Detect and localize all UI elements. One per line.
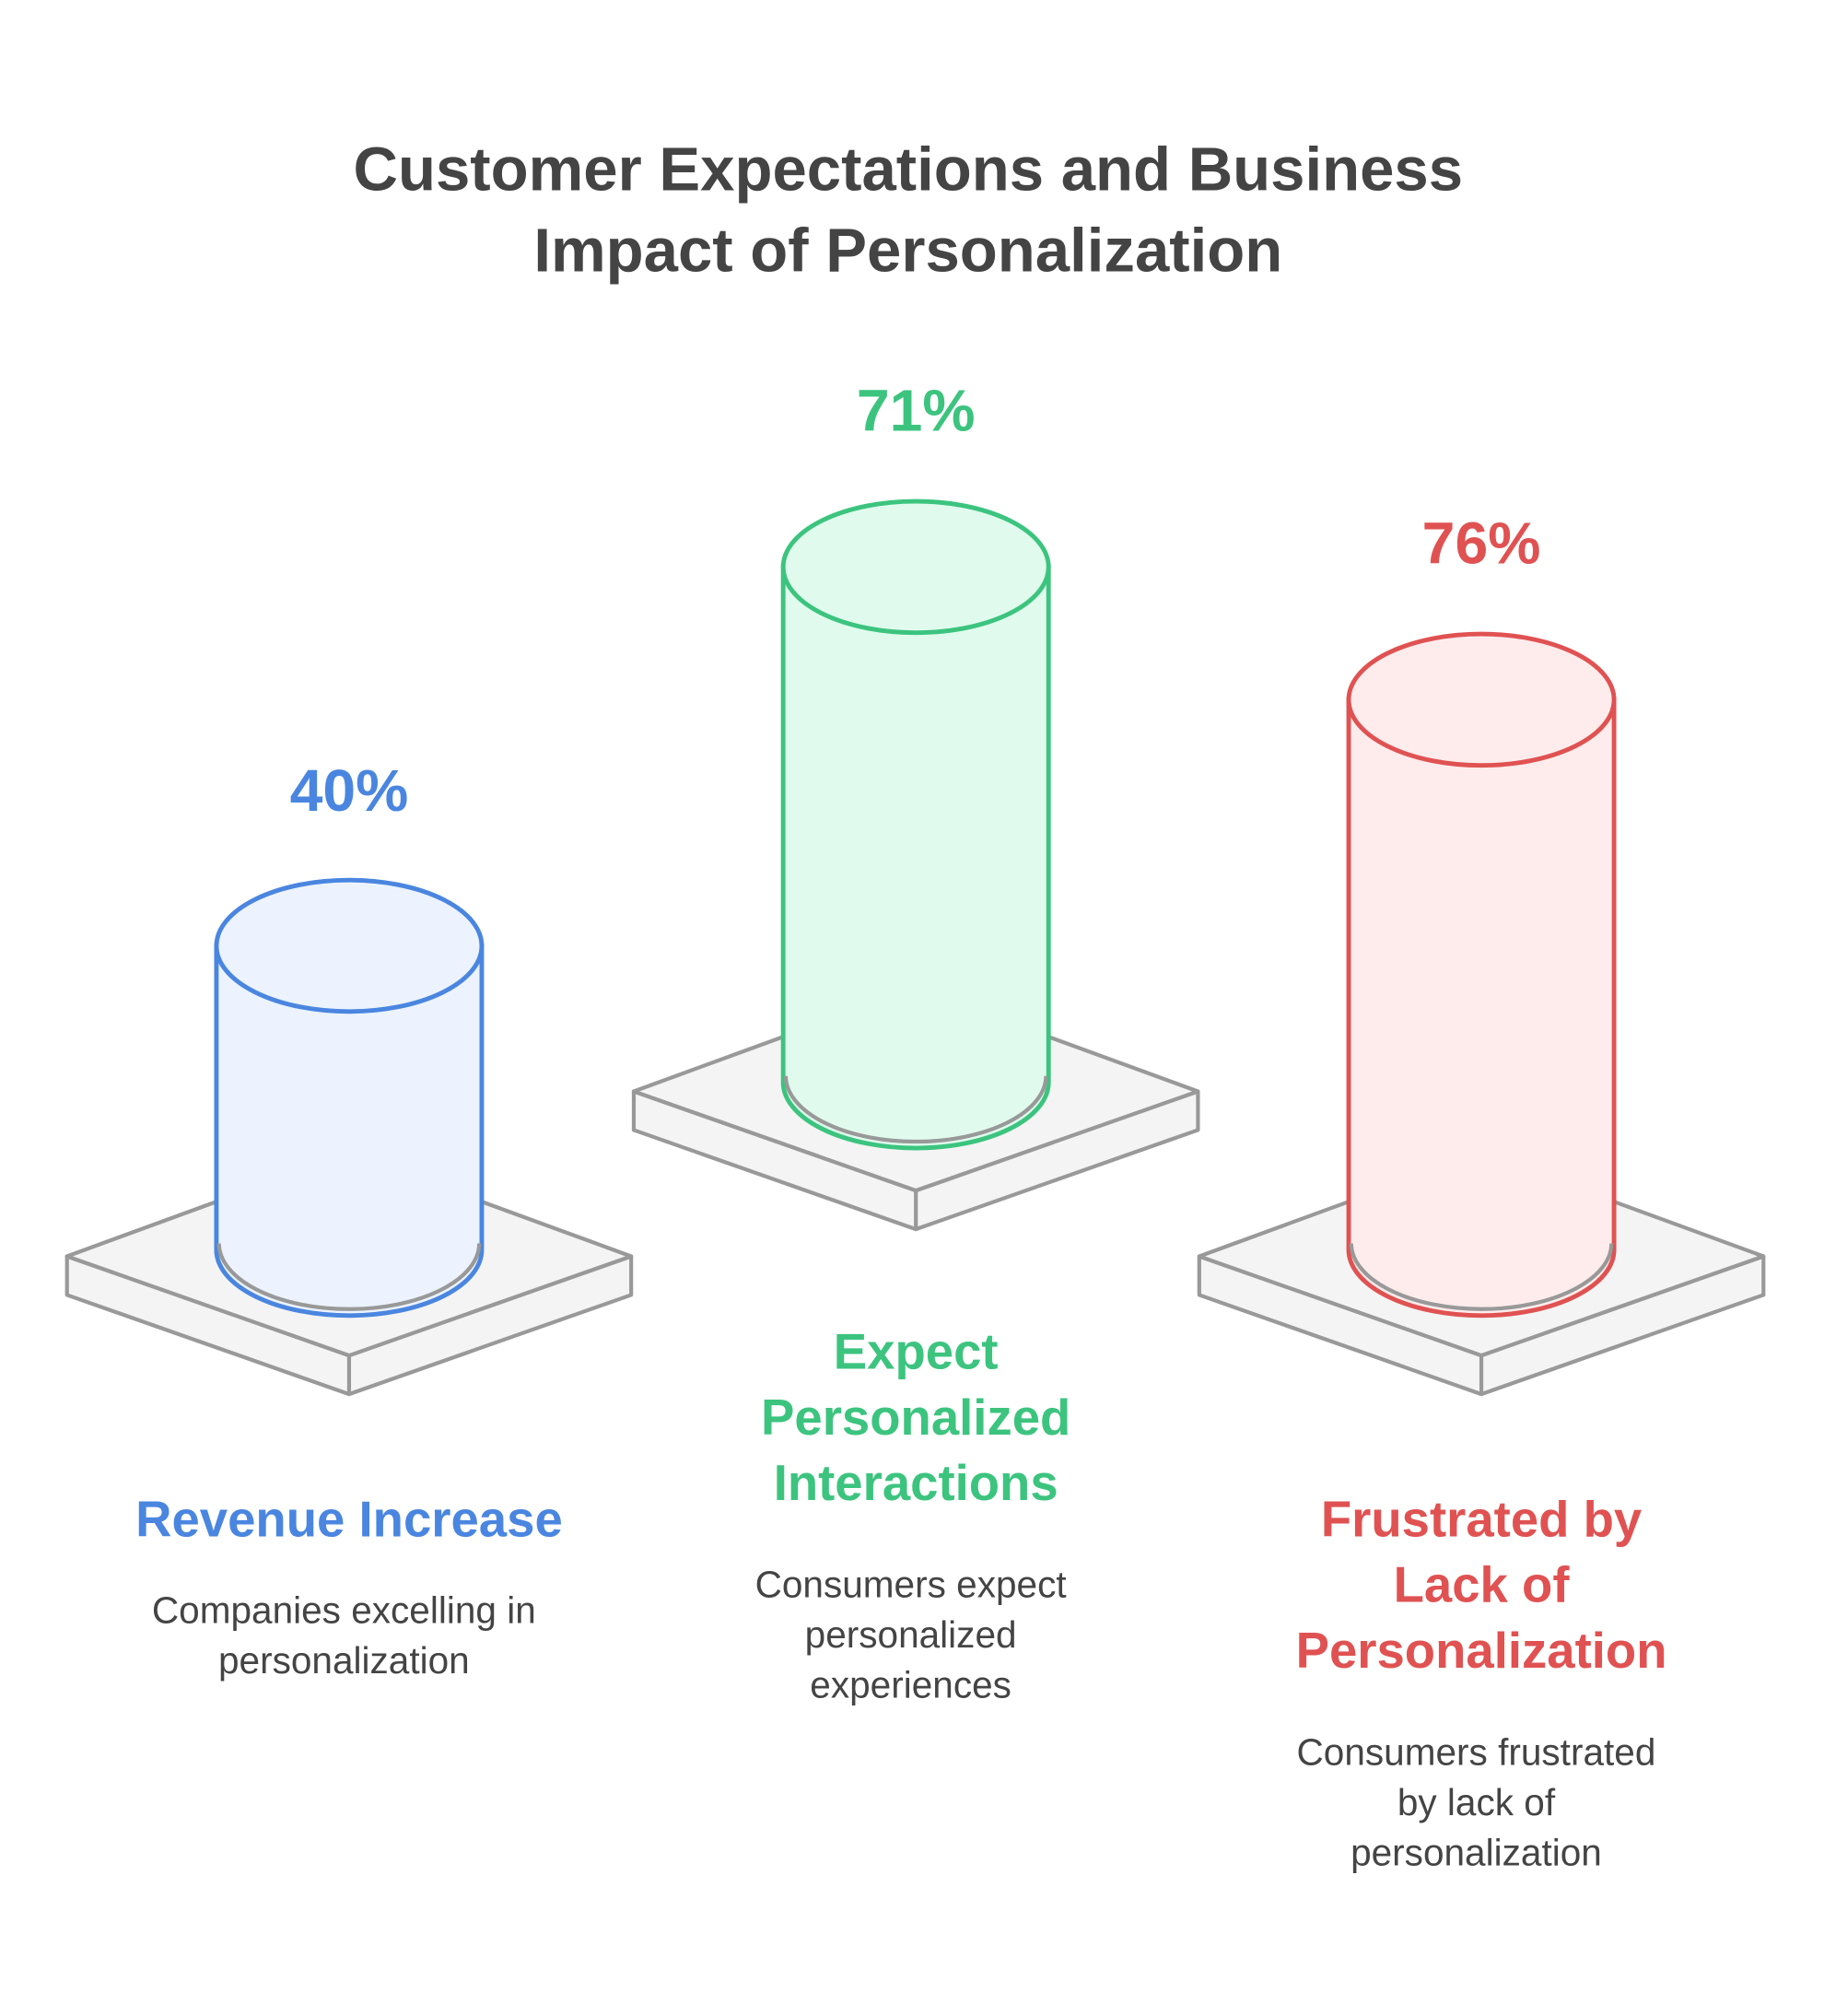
value-label: 76% xyxy=(1422,510,1541,576)
cylinder-shadow xyxy=(783,1075,1048,1144)
item-description: experiences xyxy=(810,1664,1011,1706)
item-title: Interactions xyxy=(774,1455,1058,1511)
bar-group: 76% Frustrated by Lack of Personalization Co… xyxy=(1197,510,1766,1873)
item-description: Companies excelling in xyxy=(152,1589,536,1632)
item-description: personalized xyxy=(805,1613,1017,1656)
cylinder-top xyxy=(214,877,485,1014)
value-label: 71% xyxy=(857,377,976,443)
item-description: Consumers expect xyxy=(755,1564,1067,1606)
item-description: Consumers frustrated xyxy=(1297,1730,1656,1773)
cylinder-top xyxy=(1346,631,1617,768)
title: Impact of Personalization xyxy=(533,217,1282,286)
title: Customer Expectations and Business xyxy=(354,135,1464,205)
item-title: Frustrated by xyxy=(1321,1491,1643,1547)
item-title: Expect xyxy=(834,1324,999,1380)
item-description: personalization xyxy=(218,1639,470,1682)
cylinder-body xyxy=(1346,697,1617,1319)
cylinder-shadow xyxy=(216,1243,482,1311)
cylinder-body xyxy=(214,944,485,1319)
item-title: Revenue Increase xyxy=(135,1491,563,1547)
item-title: Personalization xyxy=(1296,1623,1667,1679)
item-title: Lack of xyxy=(1394,1557,1571,1613)
cylinder-top xyxy=(780,498,1051,636)
bar-group: 40% Revenue Increase Companies excelling i… xyxy=(64,757,634,1682)
item-title: Personalized xyxy=(761,1389,1070,1446)
item-description: personalization xyxy=(1350,1831,1602,1873)
bar-group: 71% Expect Personalized Interactions Consume… xyxy=(631,377,1200,1706)
item-description: by lack of xyxy=(1397,1781,1556,1823)
value-label: 40% xyxy=(290,757,409,824)
cylinder-body xyxy=(780,564,1051,1151)
cylinder-shadow xyxy=(1349,1243,1614,1311)
